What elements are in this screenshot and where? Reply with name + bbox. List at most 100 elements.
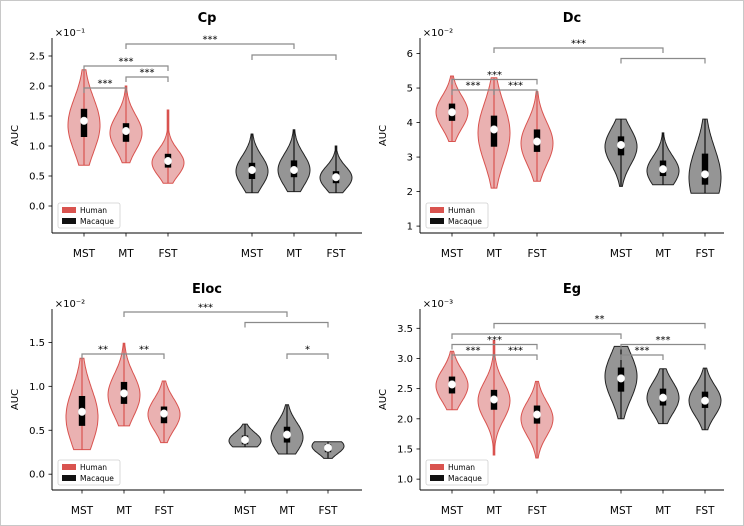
violin-median bbox=[240, 435, 250, 444]
legend: Human Macaque bbox=[425, 459, 489, 486]
x-tick-label: MST bbox=[441, 505, 464, 517]
y-tick-label: 5 bbox=[407, 84, 413, 95]
x-tick-label: MT bbox=[286, 248, 302, 260]
x-tick-label: MT bbox=[116, 505, 132, 517]
significance-bracket: *** bbox=[83, 79, 127, 93]
bracket-label: *** bbox=[635, 346, 650, 357]
violin-median bbox=[163, 156, 173, 166]
significance-bracket: ** bbox=[81, 345, 125, 359]
axis-exponent: ×10⁻¹ bbox=[55, 28, 85, 39]
bracket-label: *** bbox=[203, 35, 218, 46]
bracket-line bbox=[493, 47, 664, 53]
bracket-label: *** bbox=[487, 70, 502, 81]
panel-title: Eg bbox=[563, 282, 581, 297]
x-tick-label: FST bbox=[528, 505, 548, 517]
axis-exponent: ×10⁻³ bbox=[423, 299, 453, 310]
violin-median bbox=[121, 126, 131, 136]
violin-human-mst bbox=[435, 75, 469, 142]
violin-median bbox=[323, 443, 333, 452]
x-tick-label: MT bbox=[655, 505, 671, 517]
y-tick-label: 2 bbox=[407, 187, 413, 198]
significance-bracket: *** bbox=[493, 39, 664, 53]
x-tick-label: FST bbox=[528, 248, 548, 260]
violin-macaque-mst bbox=[604, 118, 638, 187]
y-tick-label: 4 bbox=[407, 118, 413, 129]
bracket-label: *** bbox=[98, 79, 113, 90]
significance-bracket: *** bbox=[493, 346, 538, 360]
x-tick-label: MT bbox=[279, 505, 295, 517]
violin-macaque-mt bbox=[277, 129, 311, 193]
panel-dc: Dc ×10⁻² AUC 1 2 3 4 5 6 MST MT FST MST MT FST *** *** **… bbox=[378, 11, 724, 260]
legend-label-macaque: Macaque bbox=[80, 474, 114, 483]
violin-median bbox=[331, 173, 341, 182]
legend-label-macaque: Macaque bbox=[80, 217, 114, 226]
significance-bracket: *** bbox=[125, 35, 295, 49]
significance-bracket: *** bbox=[620, 335, 706, 350]
axis-exponent: ×10⁻² bbox=[423, 28, 453, 39]
violin-macaque-mst bbox=[228, 423, 262, 448]
violin-human-mst bbox=[67, 69, 101, 166]
bracket-line bbox=[620, 343, 706, 350]
bracket-label: ** bbox=[98, 345, 108, 356]
violin-median bbox=[159, 409, 169, 418]
x-tick-label: MT bbox=[486, 505, 502, 517]
bracket-line bbox=[493, 322, 706, 329]
violin-human-fst bbox=[520, 380, 554, 459]
violin-macaque-mt bbox=[646, 132, 680, 186]
bracket-label: ** bbox=[139, 345, 149, 356]
violin-median bbox=[247, 165, 257, 175]
x-tick-label: FST bbox=[159, 248, 179, 260]
significance-bracket: *** bbox=[83, 57, 169, 71]
violin-median bbox=[616, 374, 626, 383]
violin-macaque-fst bbox=[319, 145, 353, 194]
x-tick-label: MT bbox=[486, 248, 502, 260]
significance-bracket bbox=[251, 54, 337, 60]
panel-title: Eloc bbox=[192, 282, 222, 297]
violin-median bbox=[489, 125, 499, 134]
legend-swatch-human bbox=[430, 207, 444, 213]
bracket-label: *** bbox=[198, 303, 213, 314]
significance-bracket bbox=[620, 57, 706, 64]
y-tick-label: 0.5 bbox=[29, 172, 45, 183]
y-tick-label: 3.5 bbox=[397, 324, 413, 335]
significance-bracket: ** bbox=[123, 345, 165, 359]
bracket-label: *** bbox=[508, 81, 523, 92]
bracket-label: * bbox=[305, 345, 310, 356]
y-tick-label: 0.0 bbox=[29, 202, 45, 213]
y-tick-label: 0.5 bbox=[29, 426, 45, 437]
bracket-label: *** bbox=[140, 68, 155, 79]
x-tick-label: MST bbox=[441, 248, 464, 260]
bracket-label: *** bbox=[656, 335, 671, 346]
y-tick-label: 3 bbox=[407, 153, 413, 164]
y-tick-label: 2.5 bbox=[29, 52, 45, 63]
y-tick-label: 1.0 bbox=[29, 382, 45, 393]
significance-bracket: ** bbox=[493, 314, 706, 329]
violin-median bbox=[658, 393, 668, 402]
y-tick-label: 0.0 bbox=[29, 470, 45, 481]
legend-swatch-macaque bbox=[430, 475, 444, 481]
significance-bracket: * bbox=[286, 345, 329, 359]
y-tick-label: 1 bbox=[407, 222, 413, 233]
violin-human-fst bbox=[520, 91, 554, 182]
x-tick-label: MST bbox=[71, 505, 94, 517]
x-tick-label: FST bbox=[327, 248, 347, 260]
bracket-line bbox=[123, 353, 165, 359]
bracket-line bbox=[125, 43, 295, 49]
violin-human-mt bbox=[107, 342, 141, 427]
violin-median bbox=[532, 137, 542, 146]
significance-bracket: *** bbox=[125, 68, 169, 82]
legend-label-human: Human bbox=[448, 206, 475, 215]
violin-median bbox=[289, 165, 299, 175]
legend-swatch-macaque bbox=[62, 475, 76, 481]
x-tick-label: FST bbox=[155, 505, 175, 517]
y-tick-label: 6 bbox=[407, 49, 413, 60]
legend-label-human: Human bbox=[80, 463, 107, 472]
violin-macaque-mt bbox=[646, 368, 680, 425]
significance-bracket: *** bbox=[451, 335, 538, 350]
significance-bracket bbox=[451, 333, 622, 339]
bracket-line bbox=[620, 57, 706, 64]
legend-label-human: Human bbox=[448, 463, 475, 472]
bracket-label: *** bbox=[487, 335, 502, 346]
violin-human-mst bbox=[65, 357, 99, 451]
